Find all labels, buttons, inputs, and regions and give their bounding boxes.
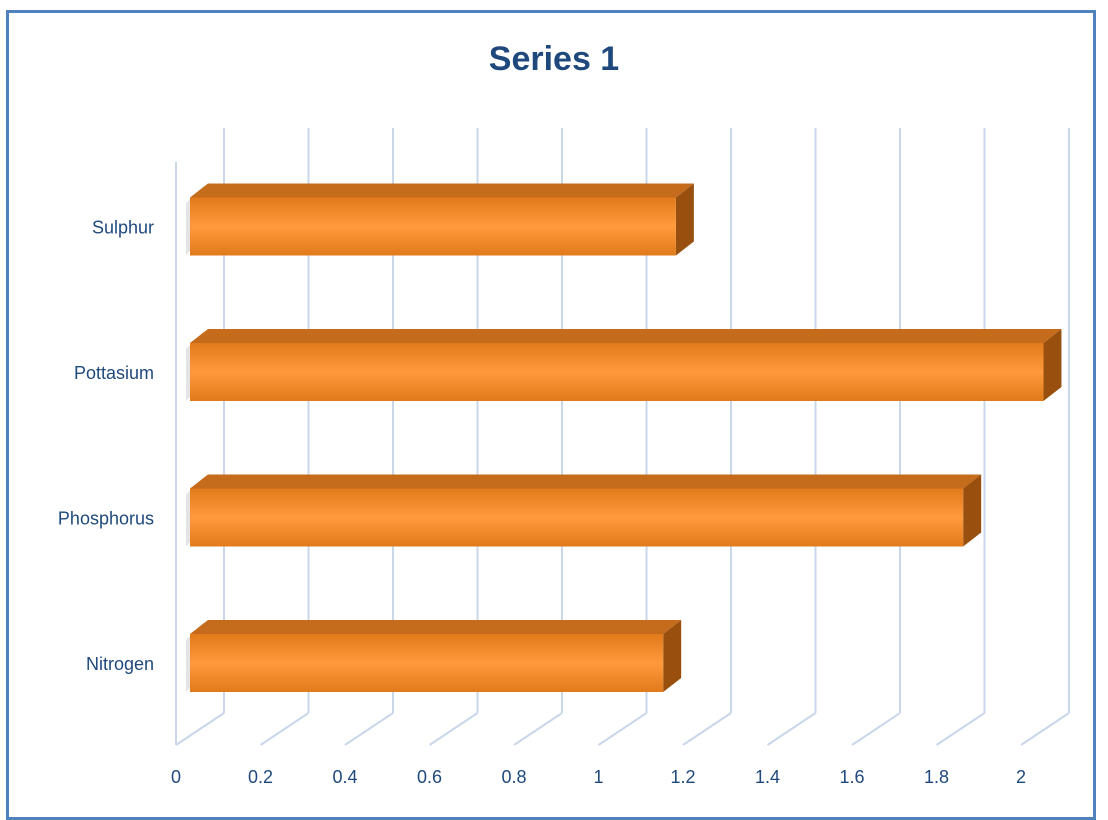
category-label: Pottasium (74, 363, 154, 383)
bar-phosphorus (186, 474, 982, 547)
x-tick-label: 2 (1016, 767, 1026, 787)
bar-side-face (663, 620, 682, 692)
bar-pottasium (186, 329, 1062, 401)
gridline-floor (513, 712, 563, 746)
x-tick-label: 1.2 (670, 767, 695, 787)
gridline-floor (175, 712, 225, 746)
category-label: Sulphur (92, 218, 154, 238)
x-axis-tick-labels: 0 0.2 0.4 0.6 0.8 1 1.2 1.4 1.6 1.8 2 (171, 767, 1026, 787)
x-tick-label: 0.4 (332, 767, 357, 787)
bar-side-face (675, 183, 694, 256)
gridline-floor (851, 712, 901, 746)
x-tick-label: 1.6 (839, 767, 864, 787)
x-tick-label: 1.4 (755, 767, 780, 787)
x-tick-label: 1 (593, 767, 603, 787)
bar-front-face (190, 634, 664, 692)
bar-front-face (190, 488, 964, 547)
gridline-floor (682, 712, 732, 746)
bar-nitrogen (186, 620, 682, 692)
y-axis-category-labels: Nitrogen Phosphorus Pottasium Sulphur (58, 218, 154, 675)
gridline-floor (259, 712, 310, 746)
bar-top-face (190, 183, 694, 198)
chart-title: Series 1 (488, 40, 620, 78)
category-label: Nitrogen (86, 654, 154, 674)
gridline-floor (766, 712, 817, 746)
gridline-floor (428, 712, 479, 746)
bars (186, 183, 1062, 692)
x-tick-label: 0.8 (501, 767, 526, 787)
category-label: Phosphorus (58, 509, 154, 529)
x-tick-label: 0.2 (248, 767, 273, 787)
gridline-floor (344, 712, 394, 746)
x-tick-label: 0.6 (417, 767, 442, 787)
bar-side-face (963, 474, 982, 547)
gridline-floor (935, 712, 986, 746)
bar-side-face (1043, 329, 1062, 401)
bar-sulphur (186, 183, 694, 256)
bar-front-face (190, 197, 676, 256)
bar-top-face (190, 474, 982, 489)
bar-top-face (190, 620, 682, 634)
gridline-floor (597, 712, 648, 746)
x-tick-label: 0 (171, 767, 181, 787)
x-tick-label: 1.8 (924, 767, 949, 787)
bar-front-face (190, 343, 1044, 401)
gridline-floor (1020, 712, 1070, 746)
bar-top-face (190, 329, 1062, 343)
